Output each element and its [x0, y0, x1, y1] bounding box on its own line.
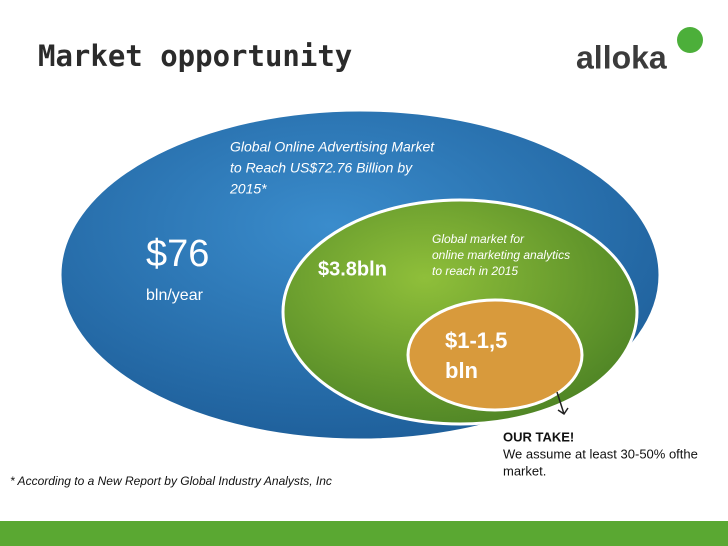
note-text: We assume at least 30-50% ofthe	[503, 446, 698, 461]
inner-text: bln	[445, 358, 478, 383]
logo-text: alloka	[576, 39, 667, 75]
middle-text: to reach in 2015	[432, 264, 518, 278]
outer-value: $76	[146, 233, 209, 275]
note-heading: OUR TAKE!	[503, 429, 574, 444]
inner-text: $1-1,5	[445, 328, 507, 353]
logo-icon	[677, 27, 703, 53]
middle-text: Global market for	[432, 232, 525, 246]
title: Market opportunity	[38, 39, 352, 73]
outer-text: 2015*	[229, 181, 267, 197]
outer-text: Global Online Advertising Market	[230, 139, 435, 155]
middle-text: online marketing analytics	[432, 248, 570, 262]
outer-text: to Reach US$72.76 Billion by	[230, 160, 413, 176]
middle-value: $3.8bln	[318, 258, 387, 280]
footnote: * According to a New Report by Global In…	[10, 474, 332, 488]
logo: alloka	[576, 27, 703, 75]
arrow	[556, 391, 569, 416]
inner-ellipse	[406, 298, 584, 412]
footer-bar	[0, 521, 728, 546]
outer-unit: bln/year	[146, 287, 204, 304]
note-text: market.	[503, 463, 546, 478]
